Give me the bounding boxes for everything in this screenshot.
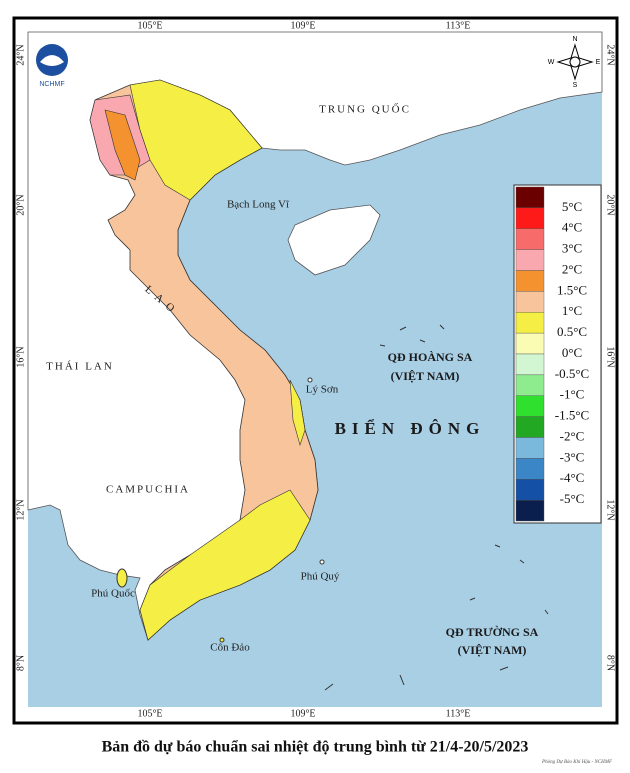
place-label: Bạch Long Vĩ: [227, 199, 290, 211]
island-ly-son: [307, 377, 313, 383]
latitude-label: 24°N: [15, 44, 26, 65]
legend-swatch: [515, 353, 545, 376]
legend-label: 1.5°C: [557, 282, 587, 297]
place-label: TRUNG QUỐC: [319, 103, 411, 116]
legend-swatch: [515, 291, 545, 313]
legend-label: 2°C: [562, 261, 582, 276]
legend-swatch: [515, 312, 545, 334]
place-label: (VIỆT NAM): [391, 369, 460, 383]
island-phu-quoc: [116, 568, 128, 588]
latitude-label: 12°N: [15, 499, 26, 520]
longitude-label: 113°E: [446, 20, 471, 31]
legend-label: 0.5°C: [557, 324, 587, 339]
region-orange: [104, 109, 141, 181]
legend-swatch: [515, 228, 545, 250]
legend-label: -5°C: [560, 491, 585, 506]
legend-swatch: [515, 207, 545, 229]
place-label: CAMPUCHIA: [106, 484, 190, 496]
compass-letter: S: [573, 82, 578, 89]
latitude-label: 24°N: [605, 44, 616, 65]
place-label: BIỂN ĐÔNG: [335, 419, 486, 438]
legend-label: -1.5°C: [555, 408, 589, 423]
region-coast: [289, 379, 306, 447]
place-label: (VIỆT NAM): [458, 643, 527, 657]
legend-label: -4°C: [560, 470, 585, 485]
map-title: Bản đồ dự báo chuẩn sai nhiệt độ trung b…: [102, 739, 529, 756]
longitude-label: 113°E: [446, 708, 471, 719]
latitude-label: 20°N: [605, 194, 616, 215]
legend-swatch: [515, 437, 545, 459]
longitude-label: 105°E: [137, 20, 162, 31]
legend-label: -2°C: [560, 428, 585, 443]
legend-label: 3°C: [562, 241, 582, 256]
legend: 5°C 4°C 3°C 2°C 1.5°C 1°C 0.5°C 0°C -0.5°C -1°C -1…: [513, 184, 602, 524]
legend-swatch: [515, 332, 545, 355]
logo-text: NCHMF: [39, 81, 64, 88]
credit: Phòng Dự Báo Khí Hậu - NCHMF: [541, 760, 613, 765]
spratly-islands: [324, 544, 549, 691]
legend-label: 1°C: [562, 303, 582, 318]
island-phu-quy: [319, 559, 325, 565]
compass-letter: E: [596, 59, 601, 66]
latitude-labels: 24°N 24°N 20°N 20°N 16°N 16°N 12°N 12°N 8°N 8°N: [15, 44, 615, 671]
latitude-label: 16°N: [15, 346, 26, 367]
longitude-label: 109°E: [290, 20, 315, 31]
place-label: QĐ HOÀNG SA: [388, 350, 473, 364]
legend-swatch: [515, 186, 545, 209]
island-con-dao: [219, 637, 225, 643]
legend-swatch: [515, 374, 545, 396]
latitude-label: 20°N: [15, 194, 26, 215]
latitude-label: 8°N: [605, 655, 616, 671]
paracel-islands: [379, 324, 445, 347]
place-label: Phú Quý: [301, 571, 340, 583]
region-south: [139, 489, 311, 641]
legend-label: -3°C: [560, 449, 585, 464]
legend-swatch: [515, 458, 545, 480]
compass-letter: W: [548, 59, 555, 66]
compass: N E S W: [548, 36, 601, 89]
latitude-label: 16°N: [605, 346, 616, 367]
legend-label: 0°C: [562, 345, 582, 360]
place-label: Phú Quốc: [91, 588, 135, 600]
hainan: [287, 204, 381, 276]
legend-swatch: [515, 249, 545, 271]
latitude-label: 8°N: [15, 655, 26, 671]
place-label: THÁI LAN: [46, 361, 114, 373]
compass-letter: N: [572, 36, 577, 43]
longitude-label: 105°E: [137, 708, 162, 719]
longitude-label: 109°E: [290, 708, 315, 719]
legend-swatch: [515, 270, 545, 292]
latitude-label: 12°N: [605, 499, 616, 520]
place-label: Lý Sơn: [306, 384, 339, 396]
legend-swatch: [515, 479, 545, 501]
legend-swatch: [515, 499, 545, 522]
legend-label: 5°C: [562, 199, 582, 214]
legend-label: -0.5°C: [555, 366, 589, 381]
legend-swatch: [515, 416, 545, 438]
place-label: QĐ TRƯỜNG SA: [446, 625, 539, 639]
legend-label: -1°C: [560, 387, 585, 402]
legend-label: 4°C: [562, 220, 582, 235]
place-label: Côn Đảo: [210, 642, 250, 654]
logo: NCHMF: [36, 44, 68, 88]
legend-swatch: [515, 395, 545, 417]
